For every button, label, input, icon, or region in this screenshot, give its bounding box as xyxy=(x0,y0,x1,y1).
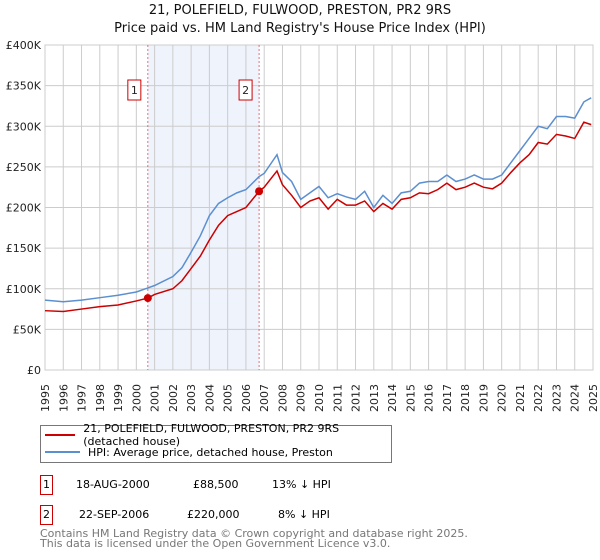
x-tick-label: 2006 xyxy=(240,384,253,412)
y-tick-label: £50K xyxy=(13,323,42,336)
x-tick-label: 2018 xyxy=(459,384,472,412)
transaction-price: £220,000 xyxy=(187,508,240,521)
x-tick-label: 1996 xyxy=(57,384,70,412)
x-tick-label: 2011 xyxy=(331,384,344,412)
chart-title: 21, POLEFIELD, FULWOOD, PRESTON, PR2 9RS xyxy=(148,3,452,18)
x-tick-label: 1999 xyxy=(112,384,125,412)
transaction-price: £88,500 xyxy=(193,478,239,491)
footer-copyright: Contains HM Land Registry data © Crown c… xyxy=(40,527,468,540)
y-tick-label: £0 xyxy=(27,364,41,377)
x-tick-label: 1995 xyxy=(39,384,52,412)
x-tick-label: 2013 xyxy=(368,384,381,412)
x-tick-label: 1998 xyxy=(94,384,107,412)
x-tick-label: 2025 xyxy=(587,384,600,412)
x-tick-label: 2021 xyxy=(514,384,527,412)
x-tick-label: 2024 xyxy=(569,384,582,412)
y-tick-label: £200K xyxy=(6,202,42,215)
x-tick-label: 2022 xyxy=(532,384,545,412)
x-tick-label: 2014 xyxy=(386,384,399,412)
transaction-number: 1 xyxy=(40,475,53,495)
transaction-diff: 8% ↓ HPI xyxy=(278,508,330,521)
x-tick-label: 2016 xyxy=(423,384,436,412)
footer: Contains HM Land Registry data © Crown c… xyxy=(40,527,468,550)
x-tick-label: 2008 xyxy=(276,384,289,412)
x-tick-label: 2015 xyxy=(404,384,417,412)
sale-label-box xyxy=(238,79,253,101)
sale-label: 2 xyxy=(242,84,249,97)
legend-hpi: HPI: Average price, detached house, Pres… xyxy=(88,445,333,459)
y-tick-label: £150K xyxy=(6,242,42,255)
legend-property: 21, POLEFIELD, FULWOOD, PRESTON, PR2 9RS… xyxy=(83,422,340,448)
x-tick-label: 2010 xyxy=(313,384,326,412)
sale-point xyxy=(255,187,264,196)
legend: 21, POLEFIELD, FULWOOD, PRESTON, PR2 9RS… xyxy=(40,422,392,463)
price-chart: £0 £50K £100K £150K £200K £250K £300K £350K £400… xyxy=(6,39,600,412)
hpi-line xyxy=(44,97,592,303)
sale-point xyxy=(143,294,152,303)
hpi-line-swatch xyxy=(45,451,80,453)
y-tick-label: £350K xyxy=(6,80,42,93)
transaction-number: 2 xyxy=(40,505,53,525)
x-tick-label: 2002 xyxy=(167,384,180,412)
transaction-diff: 13% ↓ HPI xyxy=(272,478,331,491)
x-tick-label: 2017 xyxy=(441,384,454,412)
x-tick-label: 2012 xyxy=(350,384,363,412)
transaction-date: 18-AUG-2000 xyxy=(76,478,150,491)
x-tick-label: 2007 xyxy=(258,384,271,412)
x-tick-label: 2005 xyxy=(222,384,235,412)
x-tick-label: 2009 xyxy=(295,384,308,412)
x-tick-label: 2000 xyxy=(130,384,143,412)
sale-label-box xyxy=(127,79,142,101)
property-price-line xyxy=(44,121,592,313)
chart-subtitle: Price paid vs. HM Land Registry's House … xyxy=(114,21,486,36)
x-tick-label: 2023 xyxy=(550,384,563,412)
x-tick-label: 2001 xyxy=(149,384,162,412)
y-tick-label: £300K xyxy=(6,120,42,133)
y-tick-label: £100K xyxy=(6,283,42,296)
property-line-swatch xyxy=(45,434,76,436)
x-tick-label: 2004 xyxy=(203,384,216,412)
footer-licence: This data is licensed under the Open Gov… xyxy=(40,537,391,550)
sale-label: 1 xyxy=(131,84,138,97)
y-tick-label: £250K xyxy=(6,161,42,174)
x-tick-label: 1997 xyxy=(76,384,89,412)
x-tick-label: 2019 xyxy=(477,384,490,412)
plot-border xyxy=(44,44,594,371)
x-tick-label: 2003 xyxy=(185,384,198,412)
y-tick-label: £400K xyxy=(6,39,42,52)
x-tick-label: 2020 xyxy=(496,384,509,412)
transaction-date: 22-SEP-2006 xyxy=(79,508,150,521)
